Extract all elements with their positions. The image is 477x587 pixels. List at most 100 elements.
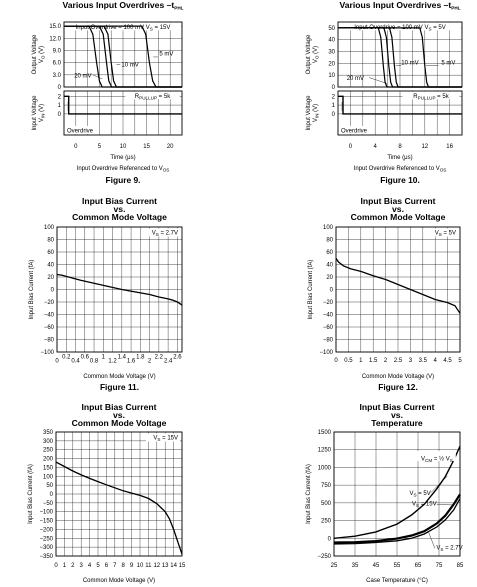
fig9-ytick: 3.0 xyxy=(53,73,62,79)
fig14-ytick: 1250 xyxy=(318,448,332,454)
fig13-ytick: 50 xyxy=(46,483,53,489)
fig10-label-20mv: 20 mV xyxy=(347,76,364,82)
fig14-curve-0 xyxy=(333,445,461,539)
fig13-ytick: −200 xyxy=(39,527,53,533)
fig14-leader xyxy=(436,504,454,506)
fig14-title-line-1: vs. xyxy=(391,410,403,420)
fig10-title-line-0: Various Input Overdrives –tPHL​ xyxy=(340,0,461,11)
fig10-label-10mv: 10 mV xyxy=(401,61,418,67)
fig12-title-line-2: Common Mode Voltage xyxy=(351,212,446,222)
fig13-ytick: −250 xyxy=(39,536,53,542)
fig13-xtick: 14 xyxy=(170,563,177,569)
fig13-ytick: −300 xyxy=(39,545,53,551)
fig13-xtick: 3 xyxy=(80,563,84,569)
fig13-xtick: 0 xyxy=(54,563,58,569)
fig13-xlabel: Common Mode Voltage (V) xyxy=(83,578,155,584)
fig9-label-20mv: 20 mV xyxy=(74,73,91,79)
fig10-leader xyxy=(368,77,388,84)
fig9-xtick: 15 xyxy=(143,144,150,150)
fig13-xtick: 2 xyxy=(71,563,75,569)
fig14-title-line-0: Input Bias Current xyxy=(360,402,435,412)
fig14-label-vcm: VCM​ = ½ VS​ xyxy=(421,455,453,463)
fig10-xtick: 4 xyxy=(374,144,378,150)
fig9-curve-5mV xyxy=(64,25,182,88)
fig13-ytick: −150 xyxy=(39,519,53,525)
fig11-ylabel: Input Bias Current (fA) xyxy=(29,260,35,320)
fig12-xtick: 2.5 xyxy=(394,358,403,364)
fig9-leader xyxy=(92,74,103,80)
fig13-xtick: 15 xyxy=(179,563,186,569)
fig11-ytick: 0 xyxy=(51,288,55,294)
fig13-title-line-0: Input Bias Current xyxy=(82,402,157,412)
fig13-ytick: 200 xyxy=(43,457,54,463)
fig14-ytick: 1000 xyxy=(318,465,332,471)
fig12-ytick: −100 xyxy=(319,350,333,356)
fig12-title-line-0: Input Bias Current xyxy=(361,196,436,206)
fig12-xtick: 1.5 xyxy=(369,358,378,364)
fig12-figure-label: Figure 12. xyxy=(378,382,418,392)
fig11-xtick: 1.4 xyxy=(118,355,127,361)
fig10-overdrive: Overdrive xyxy=(341,129,368,135)
fig10-in-ytick: 2 xyxy=(332,94,336,100)
fig10-in-ytick: 0 xyxy=(332,112,336,118)
fig10-xtick: 0 xyxy=(349,144,353,150)
fig13-ytick: 150 xyxy=(43,465,54,471)
fig11-title-line-0: Input Bias Current xyxy=(82,196,157,206)
fig11-title-line-1: vs. xyxy=(114,204,126,214)
fig11-ytick: −20 xyxy=(44,300,55,306)
fig9-ytick: 15.0 xyxy=(49,24,61,30)
fig10-label-5mv: 5 mV xyxy=(441,61,455,67)
fig11-ytick: 40 xyxy=(47,263,54,269)
fig9-xtick: 10 xyxy=(120,144,127,150)
fig13-xtick: 7 xyxy=(113,563,117,569)
fig13-ylabel: Input Bias Current (fA) xyxy=(28,464,34,524)
fig9-ytick: 0 xyxy=(58,85,62,91)
fig9-ylabel: Output Voltage xyxy=(32,34,38,74)
fig13-ytick: 250 xyxy=(43,448,54,454)
fig14-label-5v: VS​ = 5V xyxy=(409,491,430,498)
fig12-ytick: 100 xyxy=(323,225,334,231)
fig12-xtick: 5 xyxy=(458,358,462,364)
fig9-in-ytick: 2 xyxy=(58,94,62,100)
fig14-label-2v7: VS​ = 2.7V xyxy=(436,546,462,553)
fig14-ytick: 500 xyxy=(321,501,332,507)
fig11-chart: 00.20.40.60.811.21.41.61.822.22.42.61008… xyxy=(29,225,183,392)
fig14-ylabel: Input Bias Current (fA) xyxy=(306,464,312,524)
fig10-rpullup: RPULLUP​ = 5k xyxy=(413,94,449,101)
fig13-ytick: −350 xyxy=(39,554,53,560)
fig9-in-ytick: 0 xyxy=(58,112,62,118)
fig11-xtick: 2 xyxy=(148,359,152,365)
fig10-ytick: 50 xyxy=(328,26,335,32)
fig12-ytick: 20 xyxy=(326,275,333,281)
fig12-title-line-1: vs. xyxy=(392,204,404,214)
fig13-xtick: 10 xyxy=(137,563,144,569)
fig9-in-ylabel: Input Voltage xyxy=(32,95,38,131)
fig11-xtick: 1.2 xyxy=(108,359,117,365)
fig10-ytick: 40 xyxy=(328,38,335,44)
fig12-xlabel: Common Mode Voltage (V) xyxy=(362,374,434,380)
fig13-xtick: 8 xyxy=(122,563,126,569)
fig9-xtick: 0 xyxy=(74,144,78,150)
fig9-label-10mv: 10 mV xyxy=(121,63,138,69)
fig12-ylabel: Input Bias Current (fA) xyxy=(308,260,314,320)
fig10-figure-label: Figure 10. xyxy=(380,175,420,185)
fig9-ytick: 12.0 xyxy=(49,36,61,42)
fig14-xtick: 85 xyxy=(457,563,464,569)
fig11-xtick: 0.8 xyxy=(90,359,99,365)
fig14-chart: 25 35 45 55 65 75 85 1500 1250 1000 750 500 250 0 −250… xyxy=(306,430,464,584)
fig14-xtick: 75 xyxy=(436,563,443,569)
fig10-ytick: 30 xyxy=(328,50,335,56)
fig14-ytick: 250 xyxy=(321,519,332,525)
fig14-ytick: −250 xyxy=(317,554,331,560)
fig10-ytick: 20 xyxy=(328,61,335,67)
fig10-in-ylabel: Input Voltage xyxy=(306,95,312,131)
fig13-xtick: 9 xyxy=(130,563,134,569)
fig9-label-5mv: 5 mV xyxy=(159,51,173,57)
fig11-figure-label: Figure 11. xyxy=(100,382,139,392)
fig12-xtick: 0 xyxy=(334,358,338,364)
fig9-overdrive: Overdrive xyxy=(67,129,94,135)
fig11-xtick: 2.6 xyxy=(173,355,182,361)
fig12-ytick: −40 xyxy=(323,313,334,319)
